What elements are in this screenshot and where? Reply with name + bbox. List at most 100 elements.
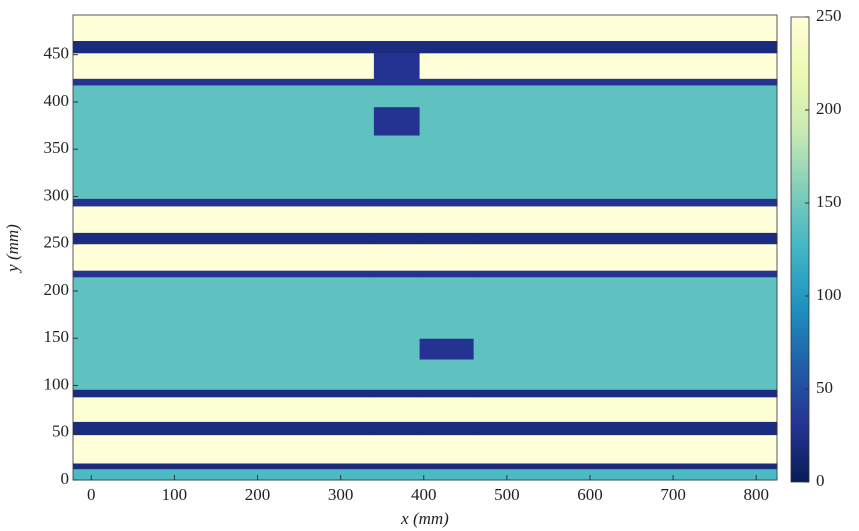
heatmap-cell xyxy=(73,359,375,390)
heatmap-cell xyxy=(73,40,375,54)
heatmap-cell xyxy=(73,15,375,42)
heatmap-cell xyxy=(73,396,375,422)
heatmap-cell xyxy=(373,106,421,136)
x-tick-label: 800 xyxy=(743,485,769,504)
heatmap-cell xyxy=(473,40,778,54)
heatmap-cell xyxy=(373,40,421,54)
heatmap-cell xyxy=(419,205,475,233)
heatmap-cell xyxy=(73,205,375,233)
heatmap-cell xyxy=(373,396,421,422)
heatmap-cell xyxy=(419,462,475,470)
heatmap-cell xyxy=(473,389,778,398)
heatmap-cell xyxy=(373,205,421,233)
heatmap-cell xyxy=(473,232,778,245)
x-tick-label: 200 xyxy=(245,485,271,504)
heatmap-cell xyxy=(373,135,421,199)
heatmap-cell xyxy=(419,84,475,108)
heatmap-cell xyxy=(473,396,778,422)
heatmap-cell xyxy=(73,421,375,436)
heatmap-cell xyxy=(473,52,778,79)
heatmap-cell xyxy=(473,359,778,390)
heatmap-cell xyxy=(473,243,778,271)
heatmap-cell xyxy=(73,106,375,136)
heatmap-cell xyxy=(73,434,375,464)
heatmap-cell xyxy=(473,338,778,360)
heatmap-cell xyxy=(419,421,475,436)
heatmap-cell xyxy=(473,198,778,207)
heatmap-cell xyxy=(419,389,475,398)
heatmap-cell xyxy=(373,270,421,278)
heatmap-cell xyxy=(473,434,778,464)
heatmap-cell xyxy=(419,396,475,422)
heatmap-cell xyxy=(419,270,475,278)
colorbar-tick-label: 250 xyxy=(816,6,842,25)
heatmap-cell xyxy=(373,468,421,481)
heatmap-cell xyxy=(373,78,421,86)
colorbar-tick-label: 200 xyxy=(816,99,842,118)
plot-frame xyxy=(72,14,778,481)
heatmap-cell xyxy=(473,15,778,42)
heatmap-cell xyxy=(373,198,421,207)
heatmap-cell xyxy=(73,232,375,245)
heatmap-cell xyxy=(73,389,375,398)
heatmap-cell xyxy=(373,462,421,470)
y-tick-label: 150 xyxy=(44,327,70,346)
y-tick-label: 100 xyxy=(44,374,70,393)
heatmap-cell xyxy=(473,270,778,278)
heatmap-cell xyxy=(473,421,778,436)
heatmap-cell xyxy=(473,135,778,199)
y-tick-label: 250 xyxy=(44,233,70,252)
x-tick-label: 400 xyxy=(411,485,437,504)
heatmap-cell xyxy=(73,270,375,278)
heatmap-cell xyxy=(419,78,475,86)
heatmap-cell xyxy=(373,434,421,464)
heatmap-cell xyxy=(373,232,421,245)
heatmap-cell xyxy=(73,84,375,108)
y-tick-label: 0 xyxy=(61,469,70,488)
y-tick-label: 400 xyxy=(44,91,70,110)
heatmap-cell xyxy=(373,52,421,79)
heatmap-cell xyxy=(73,462,375,470)
heatmap-cell xyxy=(473,276,778,339)
heatmap-cell xyxy=(373,389,421,398)
heatmap-cell xyxy=(73,52,375,79)
heatmap-cell xyxy=(473,468,778,481)
heatmap-cell xyxy=(419,276,475,339)
heatmap-cell xyxy=(373,243,421,271)
y-tick-label: 200 xyxy=(44,280,70,299)
y-tick-label: 50 xyxy=(52,422,69,441)
heatmap-cell xyxy=(73,78,375,86)
x-tick-label: 700 xyxy=(660,485,686,504)
heatmap-cell xyxy=(419,232,475,245)
y-tick-label: 350 xyxy=(44,138,70,157)
heatmap-cell xyxy=(473,78,778,86)
heatmap-cell xyxy=(419,434,475,464)
colorbar-tick-label: 0 xyxy=(816,471,825,490)
heatmap-cell xyxy=(419,198,475,207)
heatmap-cell xyxy=(473,84,778,108)
colorbar-tick-label: 50 xyxy=(816,378,833,397)
heatmap-cell xyxy=(73,338,375,360)
y-axis-label: y (mm) xyxy=(3,224,22,274)
heatmap-cell xyxy=(473,106,778,136)
heatmap-cell xyxy=(419,468,475,481)
x-tick-label: 600 xyxy=(577,485,603,504)
colorbar-tick-label: 100 xyxy=(816,285,842,304)
heatmap-cell xyxy=(419,359,475,390)
y-tick-label: 300 xyxy=(44,185,70,204)
heatmap-cell xyxy=(419,338,475,360)
x-tick-label: 100 xyxy=(162,485,188,504)
heatmap-cell xyxy=(419,15,475,42)
x-axis-label: x (mm) xyxy=(400,509,449,528)
heatmap-cell xyxy=(373,338,421,360)
heatmap-cell xyxy=(419,243,475,271)
x-tick-label: 500 xyxy=(494,485,520,504)
colorbar-tick-label: 150 xyxy=(816,192,842,211)
heatmap-cell xyxy=(73,198,375,207)
heatmap-cell xyxy=(419,40,475,54)
heatmap-cell xyxy=(373,84,421,108)
heatmap-cell xyxy=(373,15,421,42)
heatmap-cell xyxy=(473,462,778,470)
heatmap-cell xyxy=(373,421,421,436)
